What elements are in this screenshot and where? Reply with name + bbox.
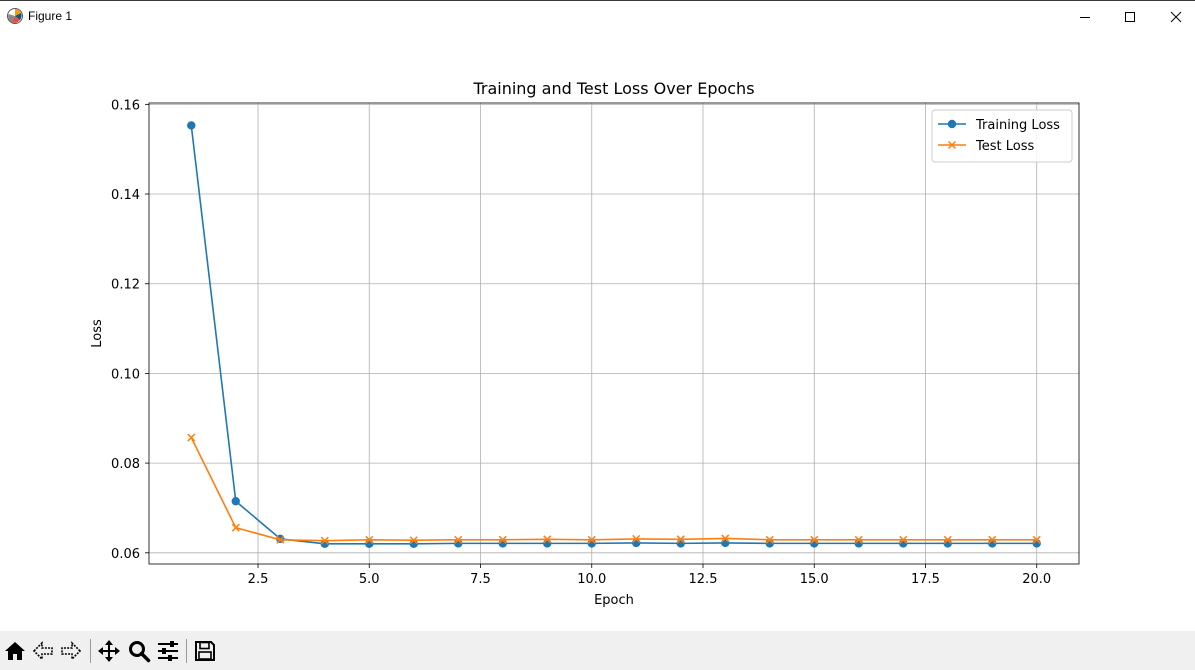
y-tick-label: 0.16 <box>111 98 140 113</box>
y-tick-label: 0.10 <box>111 367 140 382</box>
data-point <box>721 534 730 543</box>
axes-frame <box>148 102 1080 565</box>
y-tick-label: 0.06 <box>111 547 140 562</box>
home-button[interactable] <box>2 638 28 664</box>
configure-subplots-button[interactable] <box>155 638 181 664</box>
legend-label: Training Loss <box>975 118 1060 133</box>
back-button[interactable] <box>30 638 56 664</box>
save-button[interactable] <box>192 638 218 664</box>
maximize-icon <box>1125 11 1135 22</box>
legend-label: Test Loss <box>975 139 1034 154</box>
x-tick-label: 10.0 <box>577 572 606 587</box>
x-tick-label: 15.0 <box>800 572 829 587</box>
data-point <box>543 539 552 548</box>
data-point <box>454 535 463 544</box>
data-point <box>721 538 730 548</box>
chart-title: Training and Test Loss Over Epochs <box>472 79 754 98</box>
zoom-icon <box>129 641 151 663</box>
data-point <box>676 535 685 544</box>
data-point <box>276 535 285 544</box>
series-line <box>190 125 1037 545</box>
data-point <box>231 497 240 506</box>
x-tick-label: 12.5 <box>689 572 718 587</box>
legend-box <box>931 109 1073 163</box>
close-button[interactable] <box>1153 1 1195 32</box>
toolbar-separator <box>90 639 91 663</box>
navigation-toolbar <box>0 631 1195 670</box>
close-icon <box>1170 11 1182 22</box>
data-point <box>498 535 507 544</box>
title-bar: Figure 1 <box>0 0 1195 31</box>
data-point <box>409 536 418 545</box>
data-point <box>765 535 774 544</box>
data-point <box>187 433 196 442</box>
y-tick-label: 0.08 <box>111 457 140 472</box>
series-layer <box>187 121 1041 549</box>
series-line <box>190 437 1037 542</box>
data-point <box>899 535 908 544</box>
window-title: Figure 1 <box>28 9 73 23</box>
data-point <box>988 535 997 544</box>
zoom-button[interactable] <box>126 638 152 664</box>
legend-item: Training Loss <box>938 118 1060 133</box>
series-training-loss <box>187 121 1041 549</box>
figure-canvas[interactable]: 2.5 5.0 7.5 10.0 12.5 15.0 17.5 20.0 0.06 0.08 0.1… <box>0 31 1195 631</box>
y-tick-label: 0.12 <box>111 278 140 293</box>
home-icon <box>5 642 25 660</box>
data-point <box>632 534 641 543</box>
pan-icon <box>98 640 120 662</box>
maximize-button[interactable] <box>1107 1 1153 32</box>
x-axis-label: Epoch <box>594 593 634 608</box>
matplotlib-logo-icon <box>7 8 23 24</box>
x-tick-label: 17.5 <box>911 572 940 587</box>
x-tick-label: 5.0 <box>359 572 380 587</box>
ticks: 2.5 5.0 7.5 10.0 12.5 15.0 17.5 20.0 0.06 0.08 0.1… <box>111 98 1051 587</box>
data-point <box>365 535 374 544</box>
data-point <box>543 535 552 544</box>
data-point <box>320 536 329 545</box>
legend-item: Test Loss <box>938 139 1034 154</box>
legend-marker <box>947 140 957 150</box>
data-point <box>810 535 819 544</box>
back-icon <box>32 641 53 661</box>
y-axis-label: Loss <box>90 319 105 348</box>
series-test-loss <box>187 433 1041 545</box>
legend-marker <box>947 119 957 129</box>
x-tick-label: 7.5 <box>470 572 491 587</box>
data-point <box>320 539 329 549</box>
data-point <box>943 535 952 544</box>
configure-subplots-icon <box>158 641 178 661</box>
line-chart: 2.5 5.0 7.5 10.0 12.5 15.0 17.5 20.0 0.06 0.08 0.1… <box>90 79 1080 608</box>
grid-lines <box>149 103 1079 564</box>
data-point <box>676 539 685 548</box>
x-tick-label: 20.0 <box>1022 572 1051 587</box>
minimize-button[interactable] <box>1062 1 1108 32</box>
data-point <box>187 121 196 130</box>
data-point <box>231 523 240 532</box>
data-point <box>1032 535 1041 544</box>
save-icon <box>195 641 215 661</box>
data-point <box>632 538 641 548</box>
pan-button[interactable] <box>96 638 122 664</box>
minimize-icon <box>1080 16 1090 18</box>
forward-icon <box>61 641 82 661</box>
x-tick-label: 2.5 <box>248 572 269 587</box>
data-point <box>365 539 374 549</box>
legend: Training Loss Test Loss <box>931 109 1073 163</box>
toolbar-separator <box>186 639 187 663</box>
data-point <box>854 535 863 544</box>
y-tick-label: 0.14 <box>111 188 140 203</box>
data-point <box>587 535 596 544</box>
forward-button[interactable] <box>58 638 84 664</box>
